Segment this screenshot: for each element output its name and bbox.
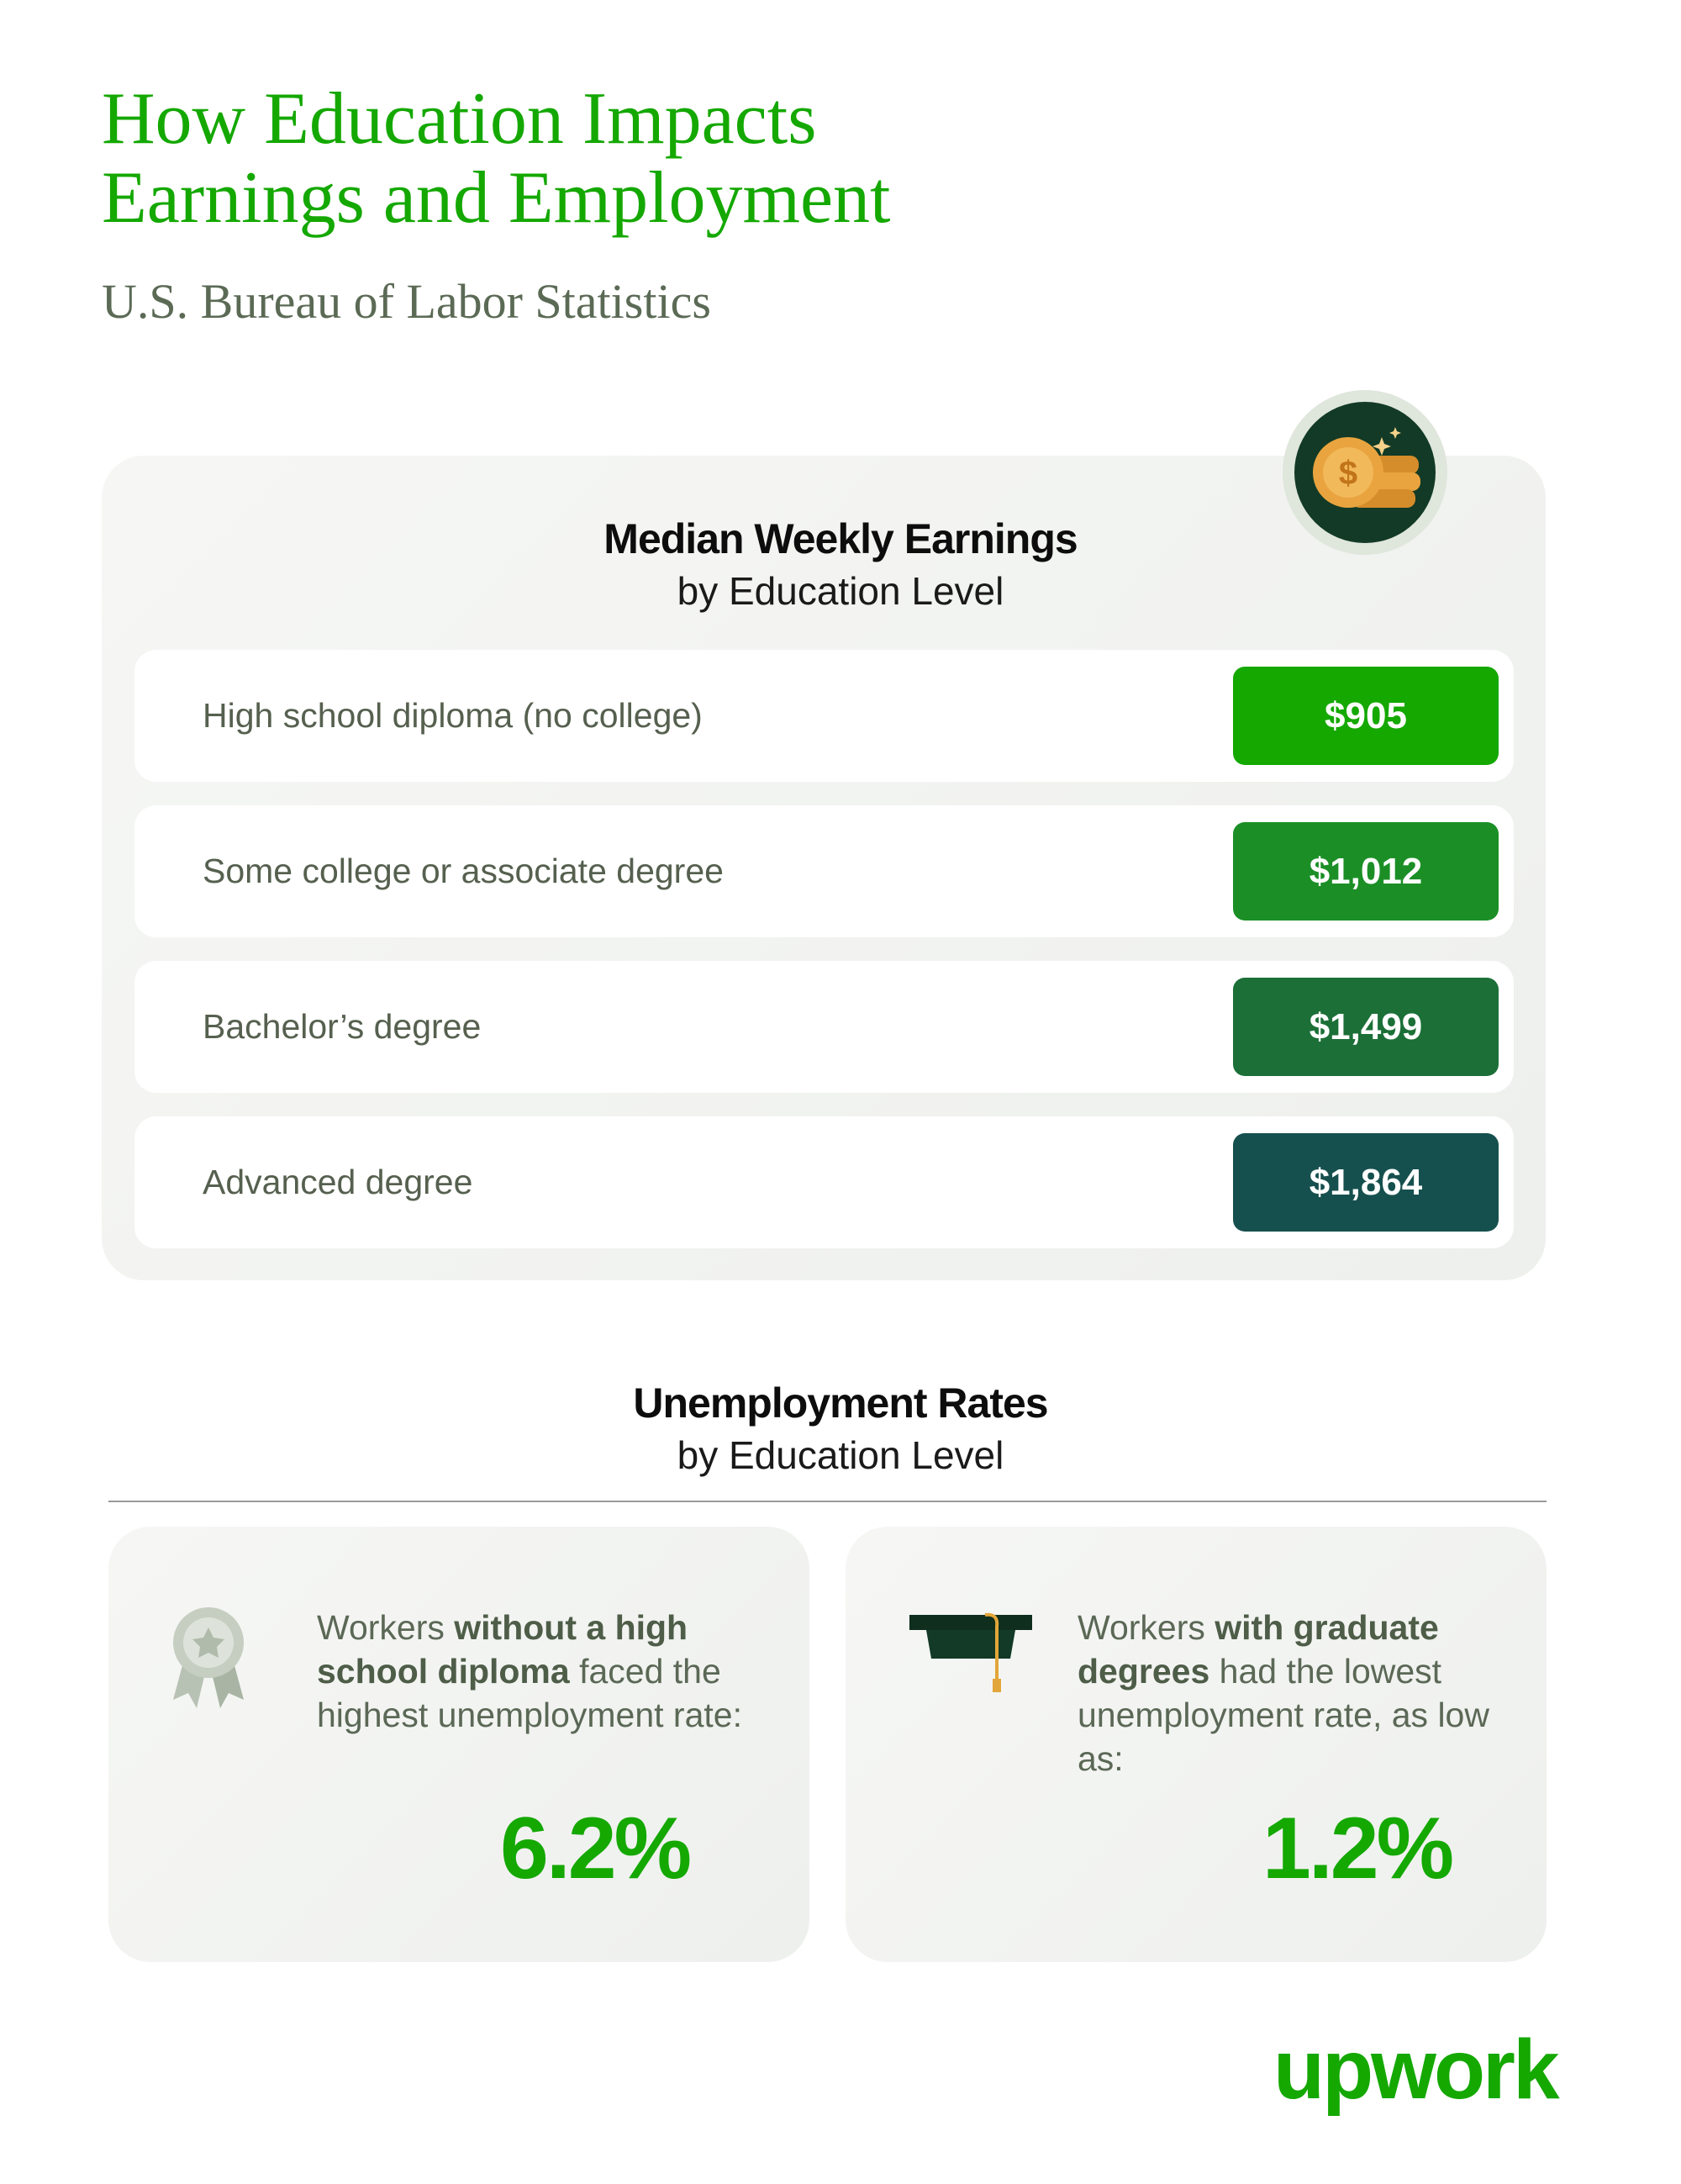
text: had the lowest unemployment rate, as low… <box>1078 1652 1489 1778</box>
row-label: Bachelor’s degree <box>203 1007 482 1046</box>
section-subtitle: by Education Level <box>677 569 1004 613</box>
unemployment-card <box>108 1527 809 1962</box>
unemployment-card <box>846 1527 1547 1962</box>
section-title: Median Weekly Earnings <box>603 515 1078 562</box>
card-text: Workers without a high school diploma fa… <box>317 1606 754 1737</box>
divider <box>108 1501 1547 1502</box>
text-bold: with graduate degrees <box>1078 1608 1439 1691</box>
row-label: High school diploma (no college) <box>203 696 703 735</box>
value-pill: $905 <box>1233 667 1499 765</box>
section-title: Unemployment Rates <box>633 1380 1048 1427</box>
row-label: Some college or associate degree <box>203 852 724 890</box>
subtitle: U.S. Bureau of Labor Statistics <box>102 274 711 329</box>
card-text: Workers with graduate degrees had the lo… <box>1078 1606 1515 1780</box>
section-subtitle: by Education Level <box>677 1433 1004 1477</box>
rate-value: 1.2% <box>1262 1800 1454 1897</box>
value-pill: $1,012 <box>1233 822 1499 921</box>
title: How Education Impacts Earnings and Emplo… <box>102 80 890 238</box>
text: Workers <box>1078 1608 1215 1647</box>
svg-text:$: $ <box>1339 455 1357 492</box>
text: faced the highest unemployment rate: <box>317 1652 742 1734</box>
logo: upwork <box>1273 2023 1560 2117</box>
earnings-row: Bachelor’s degree $1,499 <box>134 961 1514 1093</box>
coins-icon: $ <box>1283 390 1447 555</box>
title-line: How Education Impacts <box>102 78 817 160</box>
value-pill: $1,864 <box>1233 1133 1499 1232</box>
text: Workers <box>317 1608 455 1647</box>
row-label: Advanced degree <box>203 1163 473 1201</box>
medal-icon <box>173 1607 244 1708</box>
earnings-row: High school diploma (no college) $905 <box>134 650 1514 782</box>
earnings-row: Advanced degree $1,864 <box>134 1116 1514 1248</box>
value-pill: $1,499 <box>1233 978 1499 1076</box>
grad-cap-icon <box>909 1612 1032 1692</box>
title-line: Earnings and Employment <box>102 157 891 239</box>
earnings-row: Some college or associate degree $1,012 <box>134 805 1514 937</box>
text-bold: without a high school diploma <box>317 1608 688 1691</box>
rate-value: 6.2% <box>500 1800 692 1897</box>
